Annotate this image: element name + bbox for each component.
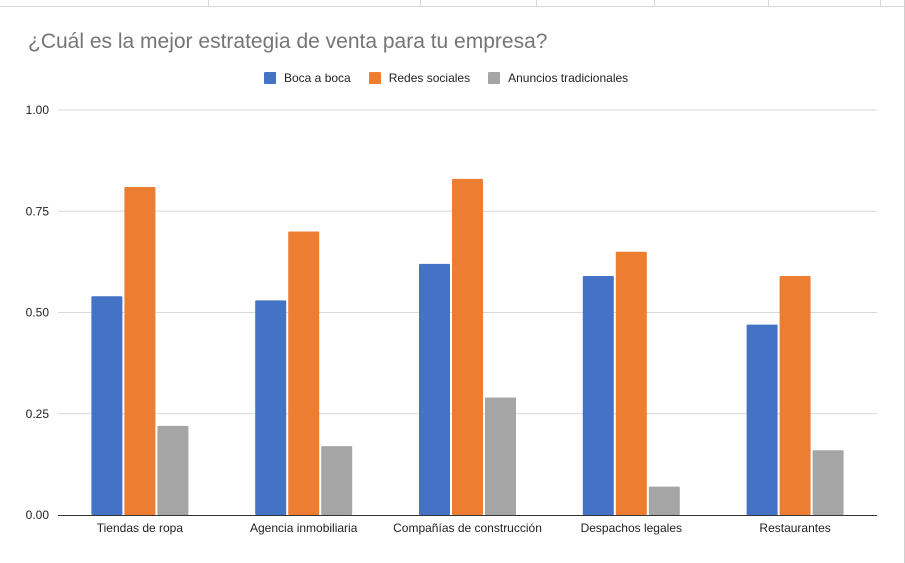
- y-tick-label: 0.50: [26, 306, 50, 320]
- x-tick-label: Compañías de construcción: [393, 521, 542, 535]
- bar: [582, 276, 614, 515]
- top-tick: [420, 0, 421, 6]
- top-tick: [208, 0, 209, 6]
- bar: [485, 397, 516, 515]
- legend-item-boca-a-boca[interactable]: Boca a boca: [264, 71, 351, 85]
- legend-swatch: [368, 72, 381, 84]
- y-tick-label: 0.75: [26, 204, 50, 218]
- legend-label: Boca a boca: [284, 71, 351, 85]
- y-tick-label: 0.00: [26, 508, 50, 522]
- y-tick-label: 1.00: [26, 103, 50, 117]
- chart-title: ¿Cuál es la mejor estrategia de venta pa…: [28, 30, 548, 53]
- top-border: [0, 0, 905, 7]
- bar: [157, 425, 189, 515]
- legend-label: Anuncios tradicionales: [508, 71, 629, 85]
- bar: [648, 486, 680, 515]
- x-tick-label: Despachos legales: [581, 521, 682, 535]
- top-tick: [880, 0, 881, 6]
- bar: [452, 178, 483, 515]
- x-tick-label: Agencia inmobiliaria: [250, 521, 358, 535]
- bar: [91, 296, 123, 515]
- chart-legend: Boca a boca Redes sociales Anuncios trad…: [264, 70, 646, 86]
- legend-item-redes-sociales[interactable]: Redes sociales: [368, 71, 471, 85]
- bar: [255, 300, 287, 515]
- bar: [812, 450, 844, 515]
- bar: [419, 263, 450, 515]
- top-tick: [768, 0, 769, 6]
- bar: [779, 276, 811, 515]
- legend-label: Redes sociales: [388, 71, 471, 85]
- legend-item-anuncios-tradicionales[interactable]: Anuncios tradicionales: [488, 71, 628, 85]
- bar: [124, 186, 156, 515]
- top-tick: [536, 0, 537, 6]
- bar: [746, 324, 778, 515]
- x-tick-label: Tiendas de ropa: [97, 521, 184, 535]
- legend-swatch: [488, 72, 501, 84]
- top-tick: [654, 0, 655, 6]
- y-tick-label: 0.25: [26, 407, 50, 421]
- bar: [321, 446, 353, 515]
- x-tick-label: Restaurantes: [759, 521, 830, 535]
- legend-swatch: [264, 72, 276, 84]
- bar: [615, 251, 647, 515]
- bar: [288, 231, 320, 515]
